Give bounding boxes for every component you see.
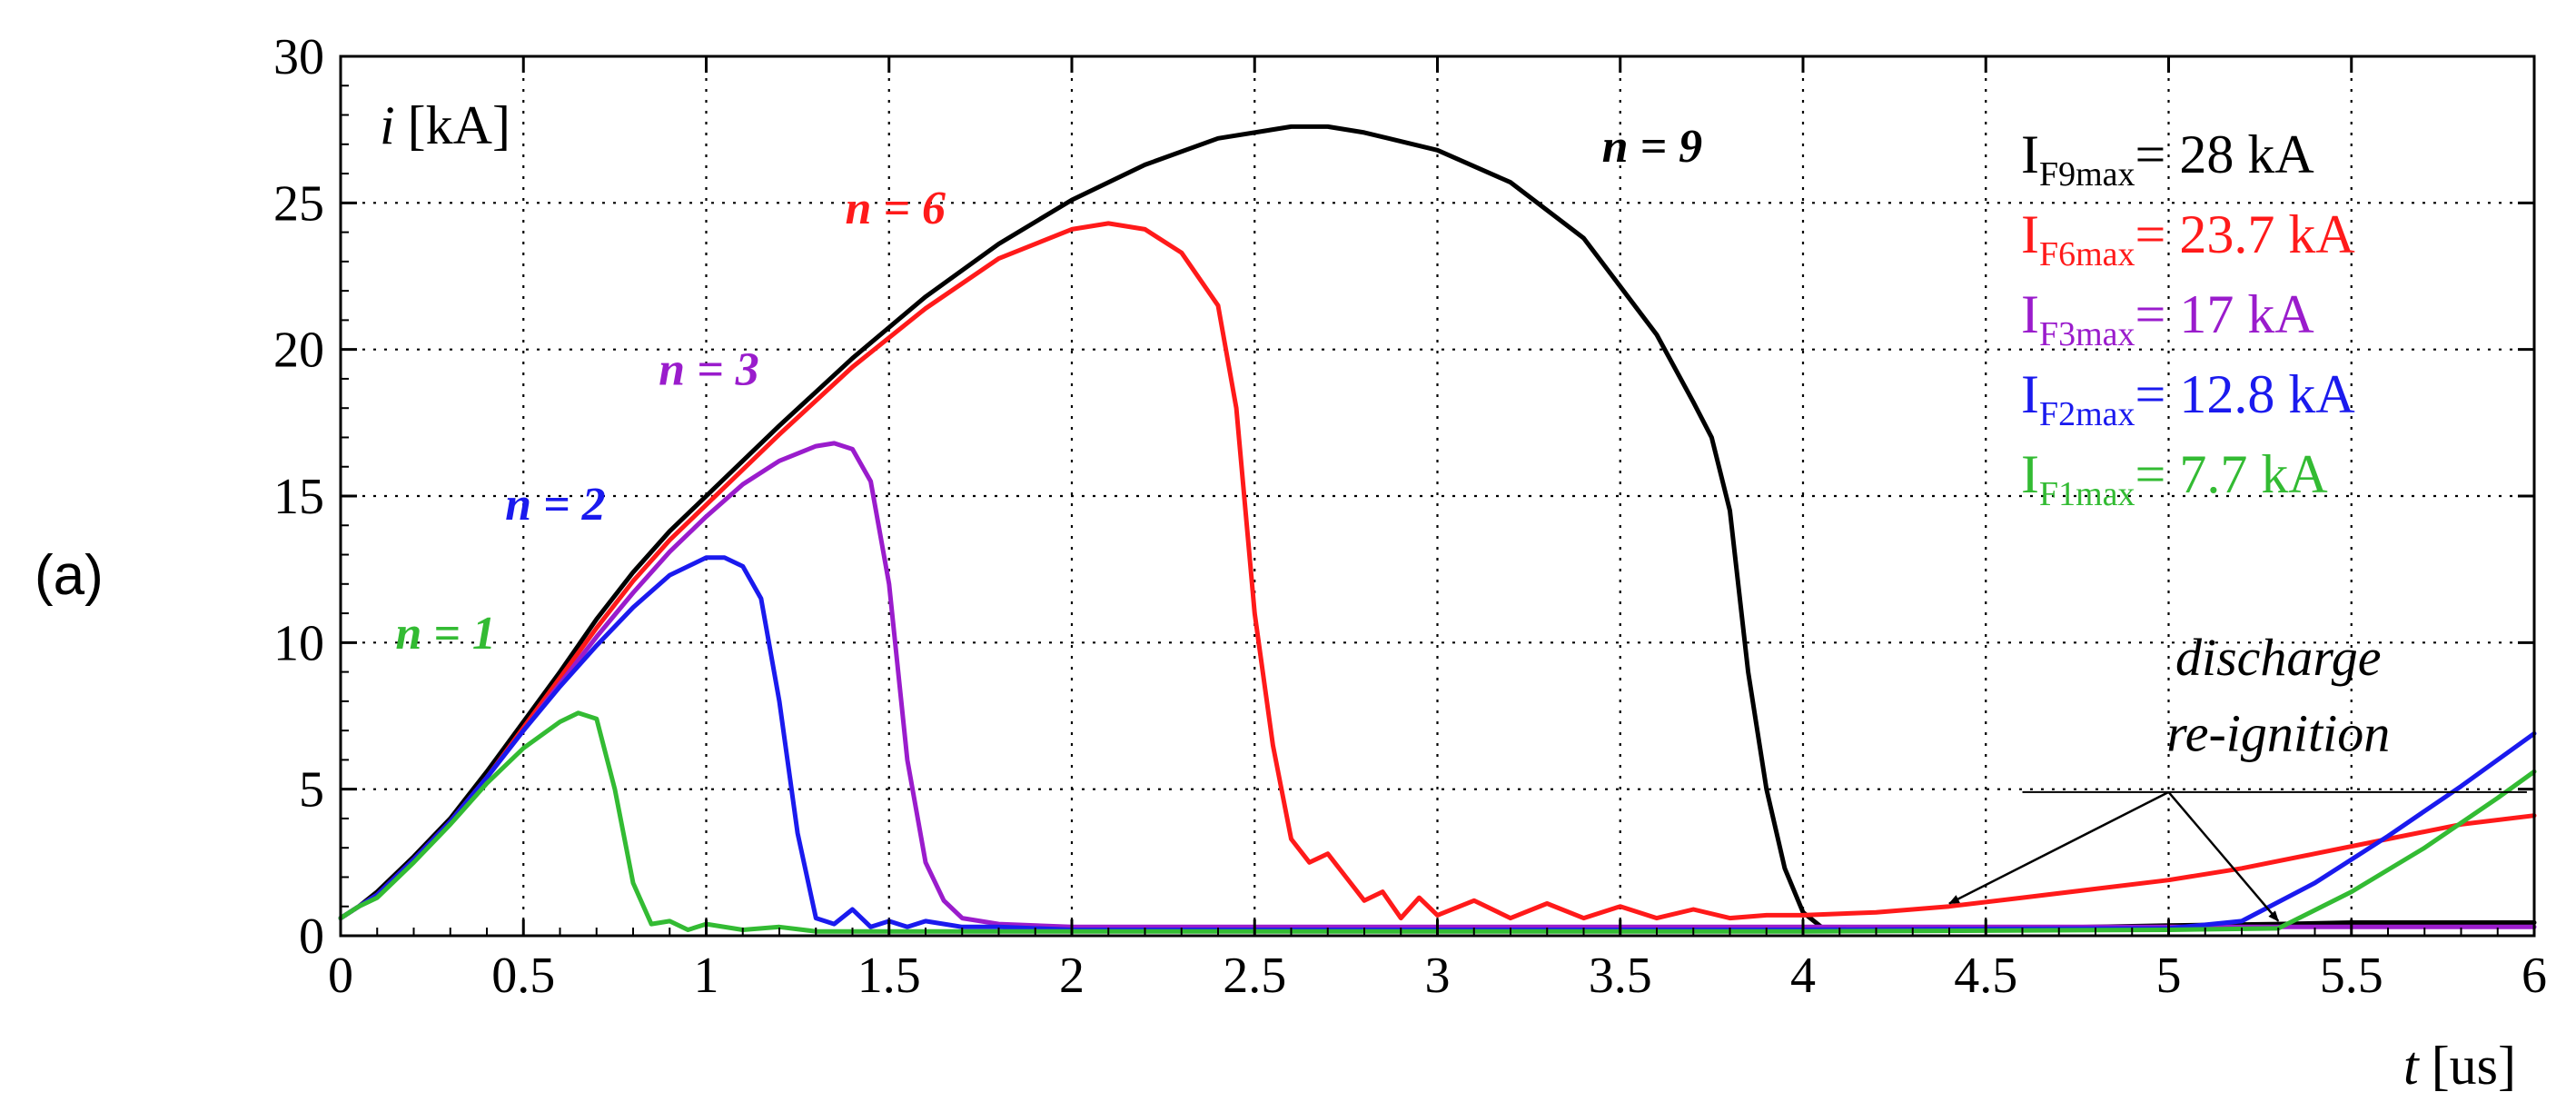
legend-value: = 12.8 kA — [2135, 364, 2355, 424]
legend-value: = 7.7 kA — [2135, 444, 2328, 504]
series-label: n = 1 — [395, 608, 496, 660]
x-tick-label: 2 — [1059, 948, 1085, 1004]
x-tick-label: 3.5 — [1589, 948, 1652, 1004]
panel-label: (a) — [35, 544, 104, 607]
annotation-text: discharge — [2175, 628, 2382, 687]
x-tick-label: 1.5 — [857, 948, 921, 1004]
y-axis-label: i [kA] — [380, 95, 510, 155]
legend-subscript: F9max — [2039, 155, 2135, 194]
x-tick-label: 6 — [2522, 948, 2547, 1004]
y-tick-label: 15 — [273, 469, 324, 525]
legend-subscript: F6max — [2039, 235, 2135, 273]
legend-main: I — [2021, 364, 2039, 424]
legend-subscript: F2max — [2039, 395, 2135, 433]
x-tick-label: 4.5 — [1954, 948, 2017, 1004]
y-tick-label: 25 — [273, 175, 324, 232]
legend-value: = 17 kA — [2135, 284, 2314, 344]
series-label: n = 2 — [505, 479, 606, 531]
x-axis-unit: [us] — [2432, 1036, 2516, 1096]
legend-main: I — [2021, 284, 2039, 344]
y-tick-label: 10 — [273, 615, 324, 671]
legend-main: I — [2021, 204, 2039, 264]
series-label: n = 3 — [659, 343, 759, 395]
x-tick-label: 5.5 — [2320, 948, 2383, 1004]
legend-entry: IF6max= 23.7 kA — [2021, 204, 2355, 273]
y-tick-label: 0 — [299, 908, 324, 965]
y-tick-label: 20 — [273, 323, 324, 379]
series-line-n6 — [338, 221, 2537, 921]
legend-main: I — [2021, 124, 2039, 184]
x-tick-label: 1 — [694, 948, 719, 1004]
legend-main: I — [2021, 444, 2039, 504]
y-axis-variable: i — [380, 95, 395, 155]
legend-entry: IF1max= 7.7 kA — [2021, 444, 2328, 513]
x-axis-variable: t — [2403, 1036, 2420, 1096]
y-tick-label: 30 — [273, 29, 324, 85]
x-tick-label: 2.5 — [1223, 948, 1286, 1004]
annotation-arrow — [2167, 791, 2280, 922]
x-tick-label: 5 — [2156, 948, 2182, 1004]
legend-entry: IF2max= 12.8 kA — [2021, 364, 2355, 433]
annotation-text: re-ignition — [2166, 704, 2390, 763]
x-tick-label: 3 — [1425, 948, 1451, 1004]
legend-subscript: F1max — [2039, 475, 2135, 513]
x-tick-label: 4 — [1790, 948, 1816, 1004]
legend-entry: IF9max= 28 kA — [2021, 124, 2314, 194]
y-axis-unit: [kA] — [408, 95, 510, 155]
legend-value: = 28 kA — [2135, 124, 2314, 184]
legend-entry: IF3max= 17 kA — [2021, 284, 2314, 353]
annotation-arrow — [1948, 790, 2170, 905]
x-tick-label: 0.5 — [491, 948, 555, 1004]
legend-value: = 23.7 kA — [2135, 204, 2355, 264]
legend-subscript: F3max — [2039, 315, 2135, 353]
series-label: n = 6 — [845, 183, 946, 234]
x-tick-label: 0 — [328, 948, 353, 1004]
series-label: n = 9 — [1602, 121, 1703, 173]
x-axis-label: t [us] — [2403, 1036, 2516, 1096]
y-tick-label: 5 — [299, 762, 324, 819]
